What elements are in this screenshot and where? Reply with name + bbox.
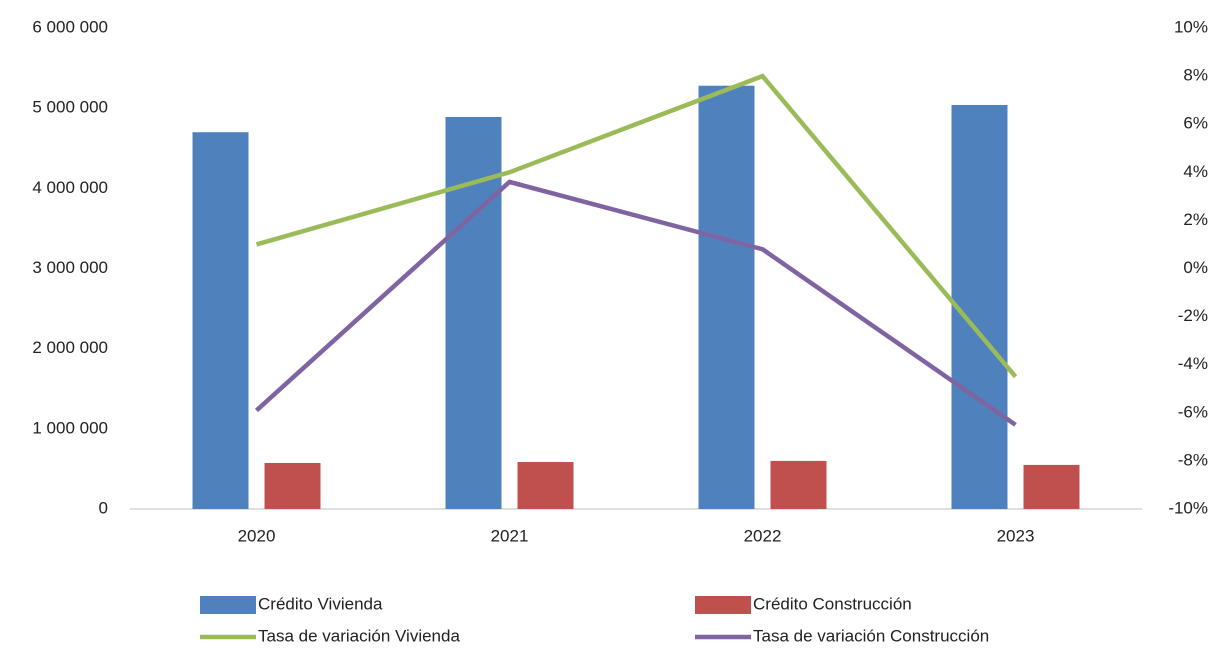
legend-label: Crédito Construcción xyxy=(753,594,912,613)
y-tick-label: 1 000 000 xyxy=(32,418,108,437)
y-tick-label: 6 000 000 xyxy=(32,17,108,36)
bar xyxy=(192,132,249,509)
y-tick-label: 5 000 000 xyxy=(32,98,108,117)
y2-tick-label: -4% xyxy=(1178,354,1208,373)
y2-tick-label: 0% xyxy=(1183,258,1208,277)
y2-tick-label: -2% xyxy=(1178,306,1208,325)
legend-label: Tasa de variación Vivienda xyxy=(258,626,460,645)
y2-tick-label: -8% xyxy=(1178,450,1208,469)
bar xyxy=(698,85,755,509)
bar xyxy=(951,104,1008,510)
legend-label: Crédito Vivienda xyxy=(258,594,383,613)
bar xyxy=(770,460,827,509)
x-tick-label: 2022 xyxy=(744,526,782,545)
y2-tick-label: 10% xyxy=(1174,17,1208,36)
legend-label: Tasa de variación Construcción xyxy=(753,626,989,645)
y2-tick-label: 2% xyxy=(1183,210,1208,229)
y-tick-label: 2 000 000 xyxy=(32,338,108,357)
x-tick-label: 2021 xyxy=(491,526,529,545)
x-tick-label: 2020 xyxy=(238,526,276,545)
y2-tick-label: -6% xyxy=(1178,402,1208,421)
legend-swatch xyxy=(695,596,751,614)
x-tick-label: 2023 xyxy=(997,526,1035,545)
y2-tick-label: -10% xyxy=(1168,498,1208,517)
y-tick-label: 0 xyxy=(99,498,108,517)
line xyxy=(255,73,1018,379)
bar xyxy=(1023,464,1080,509)
legend-swatch xyxy=(200,596,256,614)
line xyxy=(254,179,1017,427)
bar xyxy=(517,462,574,509)
y2-tick-label: 8% xyxy=(1183,66,1208,85)
bar xyxy=(264,462,321,509)
y-tick-label: 4 000 000 xyxy=(32,178,108,197)
y2-tick-label: 4% xyxy=(1183,162,1208,181)
y-tick-label: 3 000 000 xyxy=(32,258,108,277)
y2-tick-label: 6% xyxy=(1183,114,1208,133)
